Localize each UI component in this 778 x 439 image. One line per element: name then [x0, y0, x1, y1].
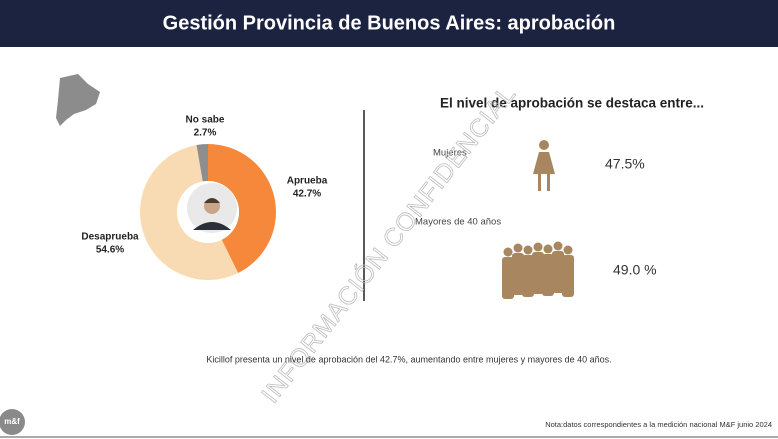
- slice-label: No sabe: [186, 115, 225, 126]
- photo-hair: [204, 198, 220, 203]
- person-body: [542, 254, 554, 296]
- person-body: [502, 257, 514, 299]
- pie-slice: [208, 144, 276, 273]
- segment-value: 47.5%: [605, 156, 645, 172]
- segment-label: Mujeres: [433, 148, 467, 159]
- photo-suit: [193, 222, 231, 230]
- person-body: [512, 253, 524, 295]
- person-head: [543, 244, 553, 254]
- segment-value: 49.0 %: [613, 262, 657, 278]
- person-body: [562, 255, 574, 297]
- group-icon: [502, 241, 574, 299]
- pie-slice: [140, 144, 239, 280]
- highlights-title: El nivel de aprobación se destaca entre.…: [440, 96, 704, 111]
- person-head: [503, 247, 513, 257]
- person-head: [523, 245, 533, 255]
- woman-icon: [533, 140, 555, 191]
- person-head: [553, 241, 563, 251]
- header-band: [0, 0, 778, 47]
- person-body: [552, 251, 564, 293]
- slice-label: Desaprueba: [81, 232, 139, 243]
- person-head: [513, 243, 523, 253]
- footnote: Nota:datos correspondientes a la medició…: [545, 420, 772, 429]
- person-body: [532, 252, 544, 294]
- slice-label: Aprueba: [287, 176, 328, 187]
- person-head: [533, 242, 543, 252]
- pie-slice: [196, 144, 208, 182]
- donut-chart: [140, 144, 276, 280]
- person-body: [522, 255, 534, 297]
- slice-value: 42.7%: [293, 189, 321, 200]
- person-head: [563, 245, 573, 255]
- slice-value: 2.7%: [194, 128, 217, 139]
- slice-value: 54.6%: [96, 245, 124, 256]
- segment-label: Mayores de 40 años: [415, 217, 501, 228]
- province-icon: [56, 74, 100, 126]
- logo-badge: [0, 409, 25, 435]
- logo: m&f: [4, 417, 20, 426]
- slide-title: Gestión Provincia de Buenos Aires: aprob…: [163, 12, 616, 34]
- caption: Kicillof presenta un nivel de aprobación…: [206, 354, 611, 364]
